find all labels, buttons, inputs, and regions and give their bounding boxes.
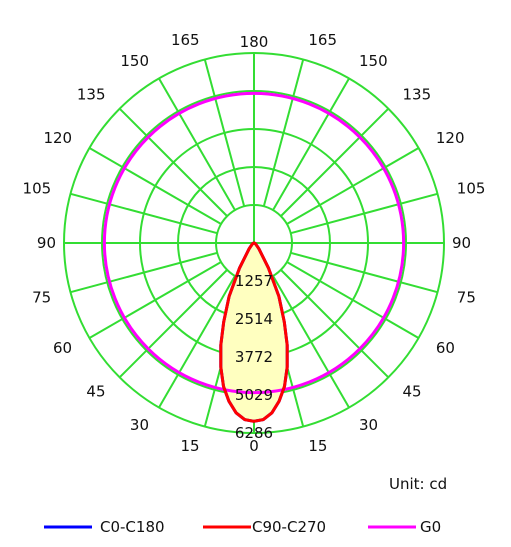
grid-spoke-225 xyxy=(118,107,228,217)
grid-spoke-210 xyxy=(158,77,236,211)
series-g0 xyxy=(102,91,406,395)
unit-label: Unit: cd xyxy=(389,475,447,493)
angle-label-75-right: 75 xyxy=(457,288,476,306)
angle-label-150-right: 150 xyxy=(359,52,388,70)
angle-label-165-right: 165 xyxy=(308,31,337,49)
angle-label-180-right: 180 xyxy=(240,33,269,51)
angle-labels: 0 15 15 30 30 45 45 60 60 75 75 90 90 105 105 120 120 135… xyxy=(23,31,486,455)
angle-label-120-left: 120 xyxy=(43,129,72,147)
angle-label-105-left: 105 xyxy=(23,180,52,198)
angle-label-60-left: 60 xyxy=(53,339,72,357)
radial-tick-label-4: 5029 xyxy=(235,386,273,404)
angle-label-75-left: 75 xyxy=(32,288,51,306)
angle-label-60-right: 60 xyxy=(436,339,455,357)
grid-spoke-255 xyxy=(70,192,218,235)
legend-label-c90-c270: C90-C270 xyxy=(252,518,326,536)
beam-fill xyxy=(220,243,288,422)
angle-label-90-left: 90 xyxy=(37,234,56,252)
radial-tick-label-1: 1257 xyxy=(235,272,273,290)
grid-spoke-45 xyxy=(280,269,390,379)
grid-spoke-285 xyxy=(70,251,218,294)
legend: C0-C180 C90-C270 G0 xyxy=(44,518,441,536)
radial-labels: 1257 2514 3772 5029 6286 xyxy=(235,272,273,442)
legend-label-c0-c180: C0-C180 xyxy=(100,518,165,536)
angle-label-105-right: 105 xyxy=(457,180,486,198)
angle-label-30-left: 30 xyxy=(130,416,149,434)
angle-label-90-right: 90 xyxy=(452,234,471,252)
angle-label-150-left: 150 xyxy=(120,52,149,70)
grid-spoke-30 xyxy=(272,275,350,409)
grid-spoke-330 xyxy=(158,275,236,409)
grid-spoke-300 xyxy=(88,261,222,339)
angle-label-120-right: 120 xyxy=(436,129,465,147)
angle-label-45-left: 45 xyxy=(86,383,105,401)
radial-tick-label-3: 3772 xyxy=(235,348,273,366)
grid-spoke-105 xyxy=(290,192,438,235)
radial-tick-label-2: 2514 xyxy=(235,310,273,328)
angle-label-30-right: 30 xyxy=(359,416,378,434)
grid-spoke-135 xyxy=(280,107,390,217)
grid-spoke-75 xyxy=(290,251,438,294)
grid-spoke-120 xyxy=(286,147,420,225)
angle-label-15-right: 15 xyxy=(308,437,327,455)
angle-label-165-left: 165 xyxy=(171,31,200,49)
angle-label-15-left: 15 xyxy=(181,437,200,455)
angle-label-45-right: 45 xyxy=(403,383,422,401)
radial-tick-label-5: 6286 xyxy=(235,424,273,442)
grid-spoke-195 xyxy=(203,59,246,207)
angle-label-135-left: 135 xyxy=(77,86,106,104)
grid-spoke-60 xyxy=(286,261,420,339)
angle-label-0-right: 0 xyxy=(249,437,259,455)
angle-label-135-right: 135 xyxy=(403,86,432,104)
series-c90-c270 xyxy=(219,241,289,423)
grid-spoke-240 xyxy=(88,147,222,225)
series-curves xyxy=(102,91,406,423)
grid-spoke-315 xyxy=(118,269,228,379)
grid-spoke-165 xyxy=(262,59,305,207)
grid-spoke-150 xyxy=(272,77,350,211)
legend-label-g0: G0 xyxy=(420,518,441,536)
